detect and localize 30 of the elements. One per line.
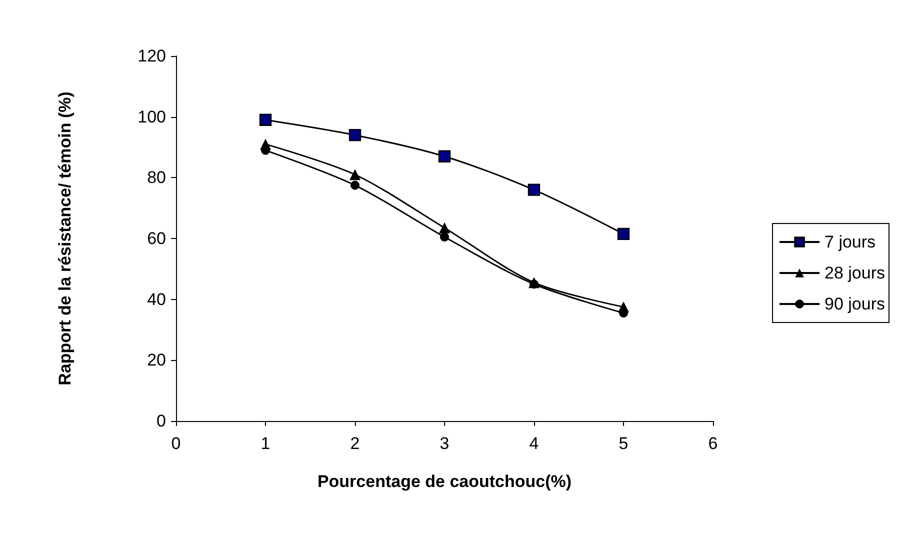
point	[348, 128, 362, 142]
legend-label: 90 jours	[824, 294, 886, 314]
x-tick-label: 2	[350, 434, 360, 453]
legend-label: 28 jours	[824, 264, 886, 282]
x-tick-label: 5	[618, 434, 628, 453]
y-tick-label: 0	[156, 412, 166, 430]
y-tick-label: 40	[147, 290, 166, 309]
x-tick-label: 4	[529, 434, 539, 453]
y-tick-label: 100	[138, 107, 166, 126]
point	[618, 301, 629, 312]
x-axis-title: Pourcentage de caoutchouc(%)	[317, 472, 572, 491]
point	[528, 184, 540, 196]
point	[440, 232, 449, 242]
x-tick-label: 1	[260, 434, 270, 453]
point	[260, 138, 271, 150]
y-tick-label: 120	[138, 46, 166, 66]
y-tick-label: 20	[147, 350, 166, 370]
point	[259, 114, 272, 126]
point	[438, 150, 451, 162]
y-tick-label: 60	[147, 229, 166, 248]
point	[617, 228, 630, 240]
point	[350, 180, 360, 190]
y-tick-label: 80	[147, 168, 166, 188]
x-tick-label: 0	[171, 434, 181, 453]
x-tick-label: 3	[440, 434, 450, 453]
point	[350, 169, 360, 180]
x-tick-label: 6	[708, 434, 718, 453]
point	[439, 222, 450, 234]
legend-label: 7 jours	[824, 232, 876, 252]
y-axis-title: Rapport de la résistance/ témoin (%)	[56, 92, 74, 386]
